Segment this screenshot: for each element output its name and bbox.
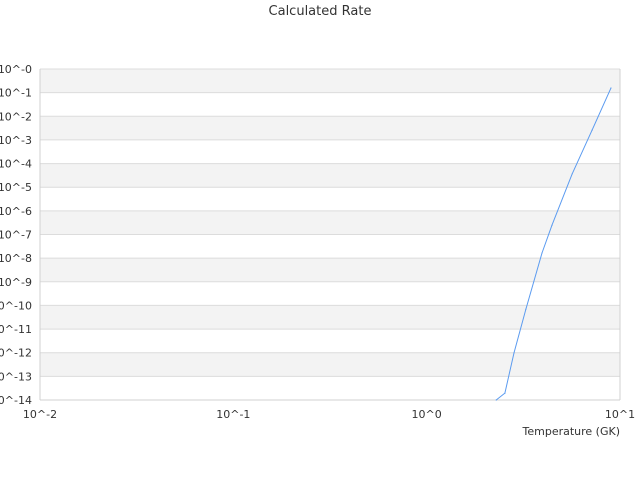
grid-band xyxy=(40,258,620,282)
grid-band xyxy=(40,281,620,306)
y-tick-label: 10^-13 xyxy=(0,370,32,383)
grid-band xyxy=(40,234,620,259)
y-tick-label: 10^-0 xyxy=(0,63,32,76)
data-point xyxy=(610,87,612,89)
data-point xyxy=(591,129,593,131)
grid-band xyxy=(40,376,620,400)
x-tick-label: 10^-1 xyxy=(216,408,250,421)
data-point xyxy=(513,352,515,354)
y-tick-label: 10^-7 xyxy=(0,229,32,242)
grid-band xyxy=(40,305,620,330)
data-point xyxy=(525,308,527,310)
y-tick-label: 10^-12 xyxy=(0,347,32,360)
data-point xyxy=(504,392,506,394)
chart-title: Calculated Rate xyxy=(268,4,372,19)
x-tick-label: 10^-2 xyxy=(23,408,57,421)
grid-band xyxy=(40,92,620,117)
grid-band xyxy=(40,139,620,164)
x-axis-label: Temperature (GK) xyxy=(522,425,621,438)
y-tick-label: 10^-9 xyxy=(0,276,32,289)
grid-band xyxy=(40,329,620,353)
data-point xyxy=(495,399,497,401)
data-point xyxy=(541,252,543,254)
y-tick-label: 10^-11 xyxy=(0,323,32,336)
y-tick-label: 10^-8 xyxy=(0,252,32,265)
y-tick-label: 10^-14 xyxy=(0,394,32,407)
y-tick-label: 10^-4 xyxy=(0,158,32,171)
grid-band xyxy=(40,210,620,235)
grid-band xyxy=(40,69,620,93)
grid-band xyxy=(40,163,620,188)
grid-band xyxy=(40,352,620,377)
x-tick-label: 10^0 xyxy=(412,408,442,421)
y-tick-label: 10^-6 xyxy=(0,205,32,218)
y-tick-label: 10^-3 xyxy=(0,134,32,147)
grid-band xyxy=(40,116,620,140)
data-point xyxy=(571,173,573,175)
grid-band xyxy=(40,187,620,211)
y-tick-label: 10^-5 xyxy=(0,181,32,194)
y-tick-label: 10^-10 xyxy=(0,299,32,312)
y-tick-label: 10^-2 xyxy=(0,110,32,123)
x-tick-label: 10^1 xyxy=(605,408,635,421)
data-point xyxy=(551,224,553,226)
y-tick-label: 10^-1 xyxy=(0,87,32,100)
